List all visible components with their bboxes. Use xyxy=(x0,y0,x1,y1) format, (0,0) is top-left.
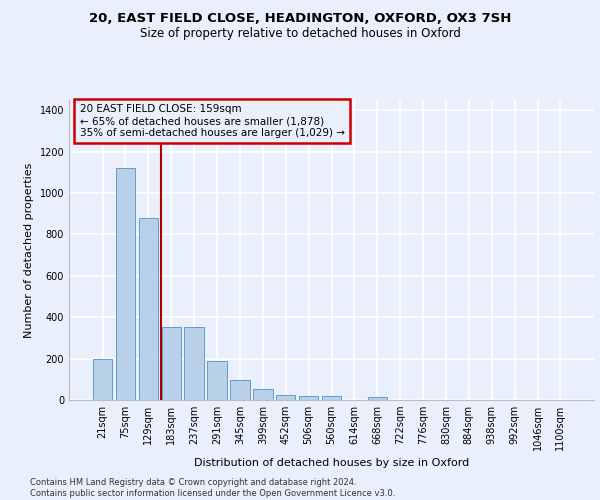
Bar xyxy=(208,360,227,400)
Text: 20 EAST FIELD CLOSE: 159sqm
← 65% of detached houses are smaller (1,878)
35% of : 20 EAST FIELD CLOSE: 159sqm ← 65% of det… xyxy=(79,104,344,138)
Bar xyxy=(161,327,181,400)
X-axis label: Distribution of detached houses by size in Oxford: Distribution of detached houses by size … xyxy=(194,458,469,468)
Bar xyxy=(368,397,387,400)
Text: 20, EAST FIELD CLOSE, HEADINGTON, OXFORD, OX3 7SH: 20, EAST FIELD CLOSE, HEADINGTON, OXFORD… xyxy=(89,12,511,26)
Bar xyxy=(322,396,341,400)
Y-axis label: Number of detached properties: Number of detached properties xyxy=(24,162,34,338)
Bar xyxy=(230,380,250,400)
Bar xyxy=(184,327,204,400)
Bar xyxy=(116,168,135,400)
Bar xyxy=(276,395,295,400)
Bar xyxy=(299,396,319,400)
Bar xyxy=(253,389,272,400)
Bar xyxy=(139,218,158,400)
Text: Size of property relative to detached houses in Oxford: Size of property relative to detached ho… xyxy=(140,28,460,40)
Text: Contains HM Land Registry data © Crown copyright and database right 2024.
Contai: Contains HM Land Registry data © Crown c… xyxy=(30,478,395,498)
Bar xyxy=(93,359,112,400)
